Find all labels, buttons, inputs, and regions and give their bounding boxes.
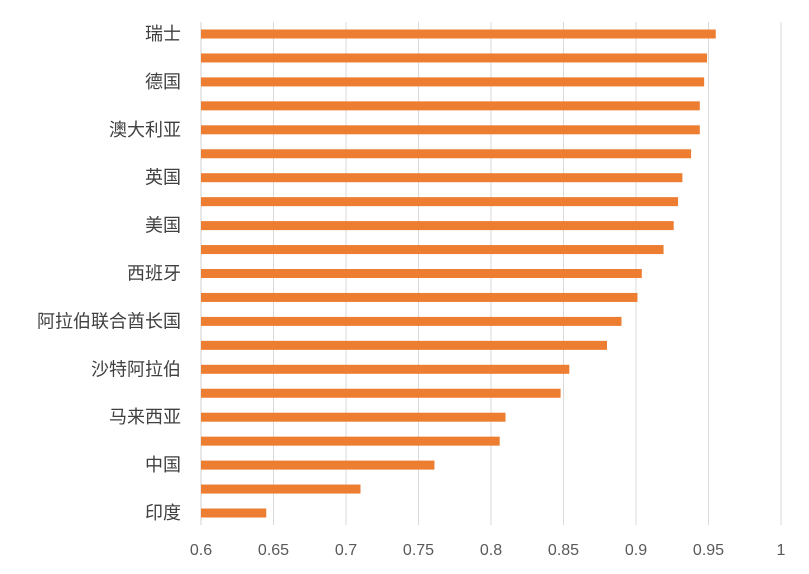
bar bbox=[201, 508, 267, 518]
bar bbox=[201, 388, 561, 398]
bar bbox=[201, 125, 700, 135]
category-label: 美国 bbox=[145, 216, 181, 237]
x-tick-label: 0.95 bbox=[693, 542, 724, 559]
bar bbox=[201, 364, 570, 374]
bar bbox=[201, 316, 622, 326]
category-label: 阿拉伯联合酋长国 bbox=[37, 311, 181, 332]
x-tick-label: 0.9 bbox=[625, 542, 647, 559]
bar bbox=[201, 221, 674, 231]
x-tick-label: 0.7 bbox=[335, 542, 357, 559]
category-label: 中国 bbox=[145, 455, 181, 476]
category-label: 瑞士 bbox=[145, 24, 181, 45]
x-tick-label: 0.8 bbox=[480, 542, 502, 559]
bar bbox=[201, 484, 361, 494]
x-tick-label: 0.85 bbox=[548, 542, 579, 559]
bar bbox=[201, 269, 642, 278]
category-label: 德国 bbox=[145, 72, 181, 93]
bar bbox=[201, 197, 679, 207]
category-label: 西班牙 bbox=[127, 264, 181, 285]
x-tick-label: 0.6 bbox=[190, 542, 212, 559]
x-tick-labels: 0.6 0.65 0.7 0.75 0.8 0.85 0.9 0.95 1 bbox=[190, 542, 786, 559]
x-tick-label: 1 bbox=[777, 542, 786, 559]
bar bbox=[201, 29, 716, 39]
bar bbox=[201, 149, 692, 159]
category-label: 马来西亚 bbox=[109, 407, 181, 428]
bar bbox=[201, 173, 683, 183]
category-label: 沙特阿拉伯 bbox=[91, 359, 181, 380]
bars bbox=[201, 29, 716, 518]
bar bbox=[201, 77, 705, 87]
x-tick-label: 0.65 bbox=[258, 542, 289, 559]
bar bbox=[201, 340, 607, 350]
bar bbox=[201, 292, 638, 302]
bar bbox=[201, 101, 700, 111]
bar bbox=[201, 53, 708, 63]
bar bbox=[201, 412, 506, 422]
category-label: 英国 bbox=[145, 168, 181, 189]
bar bbox=[201, 460, 435, 470]
category-label: 澳大利亚 bbox=[109, 120, 181, 141]
bar bbox=[201, 245, 664, 255]
category-label: 印度 bbox=[145, 503, 181, 524]
x-tick-label: 0.75 bbox=[403, 542, 434, 559]
bar bbox=[201, 436, 500, 446]
